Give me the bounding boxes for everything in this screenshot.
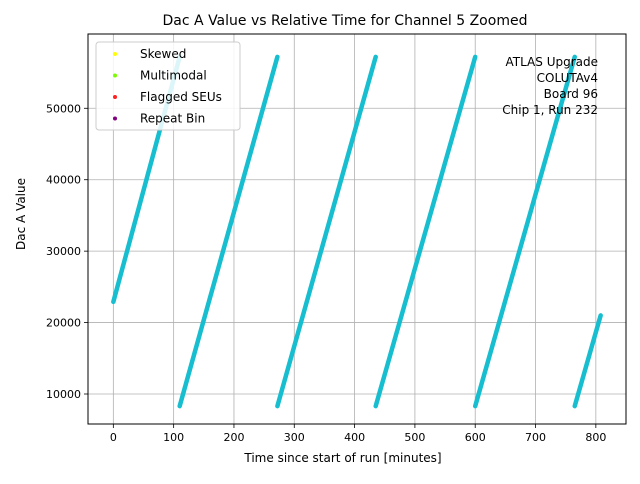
y-tick-label: 50000	[46, 102, 81, 115]
plot-frame	[87, 33, 627, 425]
x-tick-label: 0	[110, 431, 117, 444]
legend: Skewed Multimodal Flagged SEUs Repeat Bin	[95, 41, 241, 131]
data-segment	[572, 313, 603, 409]
legend-marker	[113, 52, 117, 56]
legend-label: Repeat Bin	[140, 112, 205, 126]
y-tick-label: 20000	[46, 317, 81, 330]
legend-label: Skewed	[140, 47, 186, 61]
data-segment	[472, 54, 577, 409]
y-tick-label: 40000	[46, 174, 81, 187]
annotation-line: COLUTAv4	[537, 71, 598, 85]
x-axis-label: Time since start of run [minutes]	[243, 451, 441, 465]
x-tick-label: 800	[585, 431, 606, 444]
data-segment	[177, 54, 280, 409]
annotation: ATLAS Upgrade COLUTAv4 Board 96 Chip 1, Run…	[502, 55, 598, 117]
x-tick-label: 200	[223, 431, 244, 444]
y-tick-label: 30000	[46, 245, 81, 258]
x-tick-label: 300	[284, 431, 305, 444]
x-axis: 0 100 200 300 400 500 600 700 800	[110, 424, 606, 444]
x-tick-label: 600	[465, 431, 486, 444]
x-tick-label: 400	[344, 431, 365, 444]
chart-title: Dac A Value vs Relative Time for Channel…	[163, 13, 528, 29]
data-segment	[373, 54, 478, 409]
legend-marker	[113, 116, 117, 121]
legend-box	[95, 41, 241, 131]
x-tick-label: 700	[525, 431, 546, 444]
annotation-line: Chip 1, Run 232	[502, 103, 598, 117]
legend-marker	[113, 95, 117, 99]
legend-label: Multimodal	[140, 69, 207, 83]
data-segment	[275, 54, 378, 409]
annotation-line: ATLAS Upgrade	[505, 55, 598, 69]
x-tick-label: 100	[163, 431, 184, 444]
y-axis: 10000 20000 30000 40000 50000	[46, 102, 88, 401]
y-tick-label: 10000	[46, 388, 81, 401]
legend-label: Flagged SEUs	[140, 90, 222, 104]
x-tick-label: 500	[404, 431, 425, 444]
annotation-line: Board 96	[544, 87, 598, 101]
y-axis-label: Dac A Value	[14, 178, 28, 250]
grid	[88, 34, 626, 424]
legend-marker	[113, 73, 117, 78]
